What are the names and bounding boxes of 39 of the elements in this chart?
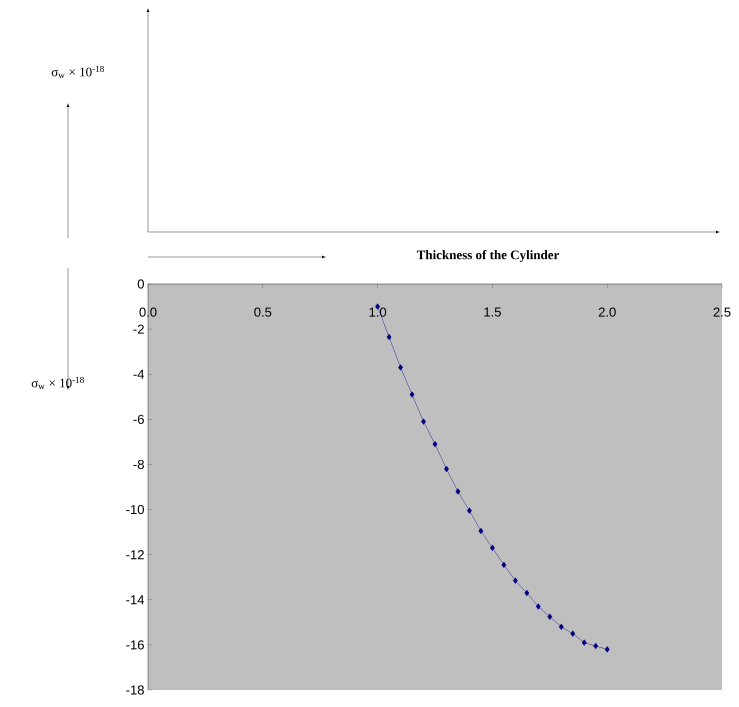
x-tick-label: 0.5 [254, 308, 272, 317]
x-tick-label: 2.5 [714, 308, 730, 317]
y-axis-title: σ$_{w}$ × 10$^{-18}$ [32, 376, 84, 390]
point [398, 364, 404, 371]
point [410, 391, 414, 398]
y-tick-label: -16 [126, 640, 144, 650]
point [478, 528, 484, 534]
point [547, 613, 552, 620]
y-tick-label: -10 [126, 504, 144, 514]
point [421, 418, 426, 425]
y-tick-label: 0 [138, 279, 144, 289]
y-tick-label: -18 [126, 685, 144, 695]
point [524, 590, 530, 596]
y-tick-label: -12 [126, 550, 144, 560]
point [582, 639, 587, 646]
x-tick-label: 1.0 [370, 308, 386, 317]
point [432, 440, 438, 448]
y-tick-label: -2 [133, 324, 144, 334]
y-tick-label: -6 [133, 414, 144, 424]
point [386, 334, 392, 340]
point [593, 642, 598, 650]
point [501, 562, 506, 568]
x-tick-label: 0.0 [139, 308, 157, 317]
x-tick-label: 1.5 [484, 308, 501, 317]
point [604, 646, 610, 653]
point [444, 466, 449, 472]
point [466, 507, 472, 514]
point [456, 488, 460, 495]
y-tick-label: -4 [133, 370, 144, 379]
point [490, 544, 495, 552]
y-tick-label: -8 [133, 460, 144, 470]
point [558, 624, 564, 630]
y-tick-label: -14 [126, 595, 144, 604]
point [512, 577, 518, 584]
x-tick-label: 2.0 [598, 308, 616, 317]
point [536, 603, 541, 610]
x-axis-title: Thickness of the Cylinder [416, 250, 560, 262]
point [570, 630, 576, 637]
text: σ$_{w}$ × 10$^{-18}$ [52, 66, 104, 78]
